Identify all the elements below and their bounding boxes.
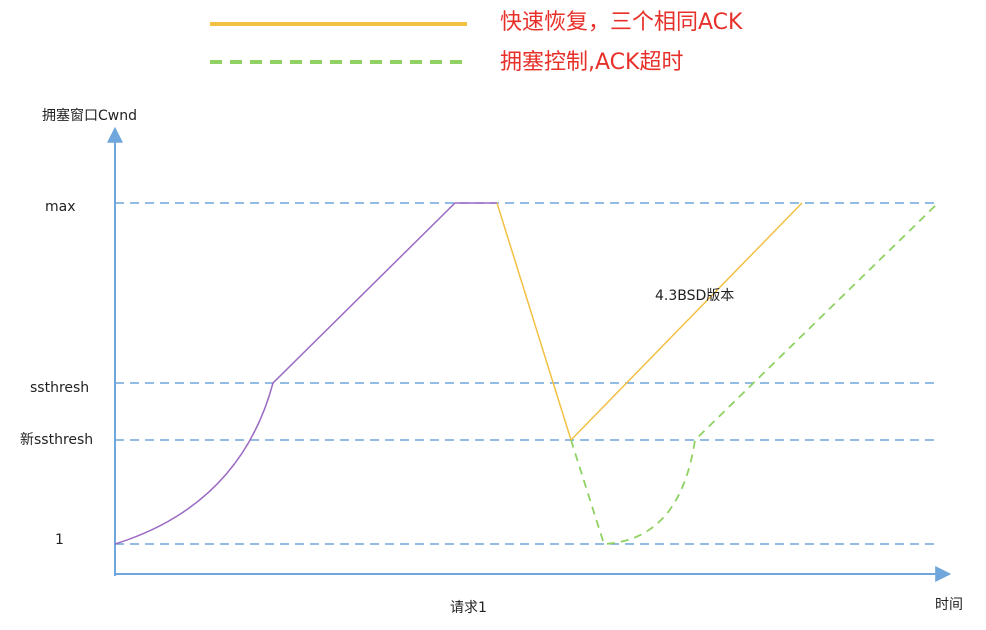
level-label: ssthresh [30, 380, 89, 396]
legend-label: 拥塞控制,ACK超时 [500, 50, 683, 75]
fast-recovery-curve [496, 202, 803, 442]
level-label: 1 [55, 532, 64, 548]
y-axis-label: 拥塞窗口Cwnd [42, 107, 137, 124]
annotation: 请求1 [450, 600, 487, 616]
x-axis-label: 时间 [935, 597, 963, 613]
slow-start-curve [114, 202, 497, 545]
timeout-curve [570, 202, 939, 545]
level-label: 新ssthresh [20, 432, 93, 448]
annotation: 4.3BSD版本 [655, 288, 734, 304]
legend-label: 快速恢复，三个相同ACK [500, 10, 743, 35]
level-label: max [45, 199, 76, 215]
